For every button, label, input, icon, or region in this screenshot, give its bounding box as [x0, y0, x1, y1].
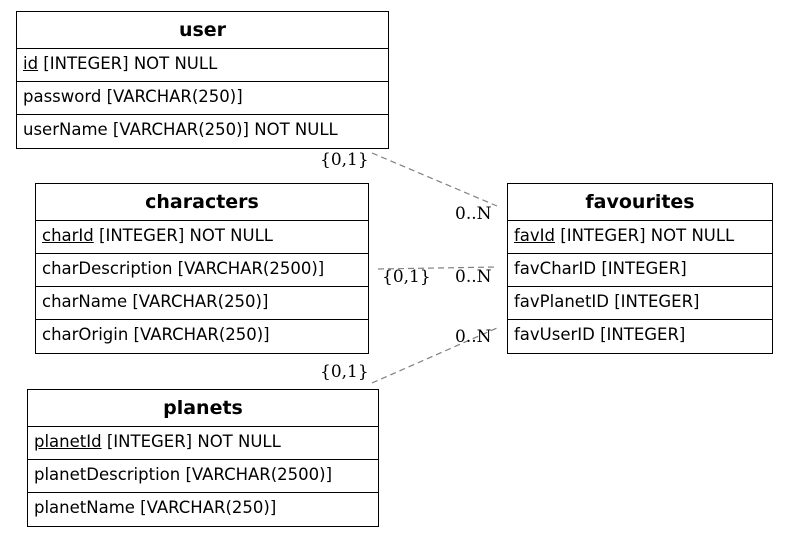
field-charid: charId [INTEGER] NOT NULL — [36, 221, 368, 254]
field-username: userName [VARCHAR(250)] NOT NULL — [23, 120, 338, 139]
entity-user[interactable]: user id [INTEGER] NOT NULL password [VAR… — [16, 11, 389, 149]
entity-title: characters — [36, 184, 368, 221]
cardinality-characters-side: {0,1} — [382, 267, 431, 287]
field-id: id [INTEGER] NOT NULL — [17, 49, 388, 82]
cardinality-favourites-planet-side: 0..N — [455, 327, 492, 347]
cardinality-planets-side: {0,1} — [320, 362, 369, 382]
field-favid: favId [INTEGER] NOT NULL — [508, 221, 772, 254]
entity-planets[interactable]: planets planetId [INTEGER] NOT NULL plan… — [27, 389, 379, 527]
primary-key: charId — [42, 226, 94, 245]
field-type: [INTEGER] NOT NULL — [555, 226, 735, 245]
user-favourites-link — [371, 152, 498, 207]
field-planetdescription: planetDescription [VARCHAR(2500)] — [28, 460, 378, 493]
field-favplanetid: favPlanetID [INTEGER] — [508, 287, 772, 320]
field-charorigin: charOrigin [VARCHAR(250)] — [42, 325, 270, 344]
field-chardescription: charDescription [VARCHAR(2500)] — [36, 254, 368, 287]
field-planetid: planetId [INTEGER] NOT NULL — [28, 427, 378, 460]
field-planetname: planetName [VARCHAR(250)] — [34, 498, 277, 517]
field-favcharid: favCharID [INTEGER] — [508, 254, 772, 287]
cardinality-user-side: {0,1} — [320, 150, 369, 170]
field-type: [INTEGER] NOT NULL — [38, 54, 218, 73]
entity-title: user — [17, 12, 388, 49]
entity-characters[interactable]: characters charId [INTEGER] NOT NULL cha… — [35, 183, 369, 354]
primary-key: favId — [514, 226, 556, 245]
primary-key: planetId — [34, 432, 102, 451]
field-password: password [VARCHAR(250)] — [17, 82, 388, 115]
field-type: [INTEGER] NOT NULL — [101, 432, 281, 451]
cardinality-favourites-user-side: 0..N — [455, 204, 492, 224]
entity-title: planets — [28, 390, 378, 427]
entity-favourites[interactable]: favourites favId [INTEGER] NOT NULL favC… — [507, 183, 773, 354]
field-favuserid: favUserID [INTEGER] — [514, 325, 686, 344]
primary-key: id — [23, 54, 39, 73]
field-charname: charName [VARCHAR(250)] — [36, 287, 368, 320]
entity-title: favourites — [508, 184, 772, 221]
field-type: [INTEGER] NOT NULL — [93, 226, 273, 245]
cardinality-favourites-char-side: 0..N — [455, 267, 492, 287]
